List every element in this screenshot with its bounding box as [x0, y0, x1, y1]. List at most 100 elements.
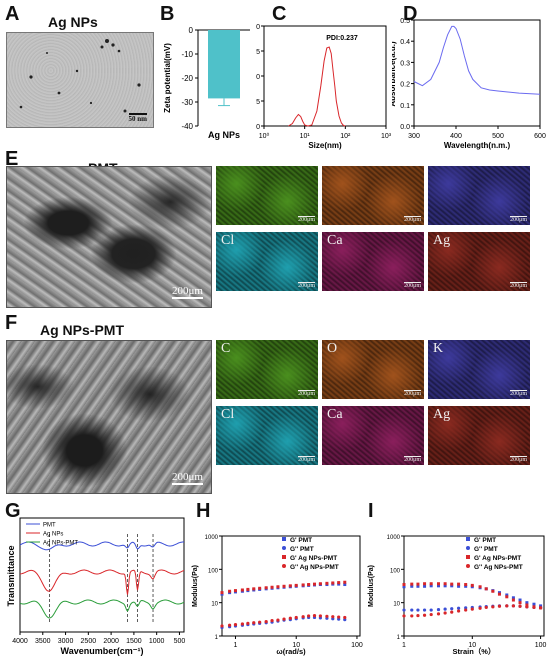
- chart-i-legend-label: G' Ag NPs-PMT: [474, 555, 521, 562]
- chart-i-legend-label: G'' Ag NPs-PMT: [474, 564, 523, 571]
- eds-scale-bar: 200μm: [298, 390, 315, 397]
- chart-g-x-tick-label: 500: [174, 638, 186, 645]
- chart-d-ticks: 300 400 500 600 0.0 0.1 0.2 0.3 0.4 0.5: [400, 18, 546, 140]
- chart-h-point: [325, 581, 329, 585]
- chart-i: 1 10 100 1 10 100 1000 G' PMT G'' PMT G' Ag NPs-P…: [368, 535, 547, 656]
- eds-scale-bar: 200μm: [404, 282, 421, 289]
- chart-i-plot: 1 10 100 1 10 100 1000 G' PMT G'' PMT G' Ag NPs-P…: [368, 535, 547, 656]
- chart-i-point: [532, 605, 536, 610]
- chart-h-legend-label: G'' PMT: [290, 546, 314, 553]
- chart-i-point: [402, 583, 406, 587]
- chart-c-x-tick-label: 10¹: [300, 133, 311, 140]
- chart-h-point: [337, 581, 341, 585]
- chart-i-y-label: Modulus(Pa): [368, 565, 375, 607]
- eds-element-label: C: [221, 341, 231, 356]
- chart-h-point: [270, 585, 274, 589]
- eds-element-label: Ag: [433, 407, 451, 422]
- chart-h-point: [343, 580, 347, 584]
- eds-scale-bar: 200μm: [510, 282, 527, 289]
- chart-i-point: [416, 582, 420, 586]
- chart-h-point: [313, 582, 317, 586]
- chart-h-point: [282, 617, 286, 621]
- chart-i-point: [402, 614, 406, 618]
- chart-h-point: [220, 592, 224, 596]
- chart-i-point: [532, 602, 536, 606]
- chart-g-x-tick-label: 1500: [126, 638, 142, 645]
- panel-label-c: C: [272, 3, 287, 25]
- chart-i-point: [416, 584, 420, 588]
- chart-i-y-tick-label: 100: [390, 568, 401, 574]
- eds-map-ca: Ca 200μm: [322, 406, 424, 465]
- chart-i-point: [450, 610, 454, 614]
- chart-i-point: [478, 606, 482, 610]
- chart-i-point: [491, 589, 495, 593]
- chart-g-frame: [19, 517, 185, 633]
- tem-particles: [19, 39, 141, 113]
- chart-g-peak-markers: [49, 534, 154, 624]
- eds-scale-bar: 200μm: [298, 216, 315, 223]
- chart-g-series-line: [19, 569, 185, 595]
- chart-h-frame: [221, 535, 361, 637]
- chart-b-y-label: Zeta potential(mV): [163, 43, 172, 113]
- chart-h-plot: 1 10 100 1 10 100 1000 G' PMT G'' PMT G' Ag NPs-P…: [192, 535, 363, 656]
- chart-h-point: [343, 615, 347, 620]
- chart-i-point: [416, 613, 420, 618]
- chart-g-series-line: [19, 541, 185, 551]
- chart-i-point: [429, 608, 433, 612]
- chart-i-legend-marker: [466, 564, 470, 568]
- chart-c-x-tick-label: 10⁰: [259, 132, 270, 140]
- sem-image-ag-nps-pmt: 200μm: [6, 340, 212, 494]
- chart-h-y-tick-label: 1: [215, 635, 219, 641]
- tem-image: 50 nm: [6, 32, 154, 128]
- chart-g-legend-label: Ag NPs: [43, 532, 63, 538]
- chart-c-frame: [263, 25, 387, 127]
- panel-label-i: I: [368, 500, 374, 522]
- chart-i-point: [410, 582, 414, 586]
- eds-map-tile-0: 200μm: [216, 166, 318, 225]
- chart-i-point: [443, 582, 447, 586]
- eds-scale-bar: 200μm: [404, 456, 421, 463]
- chart-h-point: [252, 587, 256, 591]
- chart-i-point: [402, 585, 406, 589]
- panel-label-f: F: [5, 312, 18, 334]
- chart-h-legend-label: G'' Ag NPs-PMT: [290, 564, 339, 571]
- chart-i-point: [525, 601, 529, 605]
- tem-scale-bar: 50 nm: [128, 113, 147, 123]
- chart-i-point: [464, 584, 468, 588]
- chart-h-point: [282, 584, 286, 588]
- chart-c-y-tick-label: 15: [256, 49, 260, 56]
- chart-d-y-label: Absorbance(a.u.): [392, 41, 397, 107]
- chart-d-y-tick-label: 0.5: [400, 18, 410, 25]
- chart-i-point: [402, 608, 406, 612]
- chart-i-legend-label: G'' PMT: [474, 546, 498, 553]
- chart-i-legend-marker: [466, 555, 470, 559]
- chart-i-point: [456, 609, 461, 613]
- chart-i-y-tick-label: 1: [397, 635, 401, 641]
- eds-map-cl: Cl 200μm: [216, 406, 318, 465]
- chart-i-point: [410, 614, 414, 618]
- chart-h-x-label: ω(rad/s): [276, 647, 306, 656]
- chart-c-annotation: PDI:0.237: [326, 35, 358, 42]
- chart-h-point: [270, 618, 274, 623]
- chart-h-point: [331, 581, 335, 585]
- chart-d: 300 400 500 600 0.0 0.1 0.2 0.3 0.4 0.5 Wavelengt…: [392, 18, 546, 150]
- chart-b-error-bar: [218, 98, 230, 107]
- chart-i-point: [456, 606, 461, 610]
- chart-i-point: [416, 608, 420, 612]
- chart-g-legend-label: Ag NPs-PMT: [43, 541, 78, 547]
- eds-scale-bar: 200μm: [298, 456, 315, 463]
- chart-h-point: [240, 622, 244, 626]
- chart-i-point: [525, 603, 529, 607]
- chart-h-point: [331, 615, 335, 619]
- chart-i-point: [525, 605, 529, 609]
- chart-g: 4000 3500 3000 2500 2000 1500 1000 500 PMT Ag NP…: [6, 517, 186, 656]
- chart-i-point: [539, 604, 543, 608]
- chart-h-point: [301, 615, 305, 619]
- chart-b-y-tick-label: -40: [181, 122, 193, 131]
- chart-h-point: [307, 583, 311, 587]
- chart-h-legend-marker: [282, 564, 286, 568]
- chart-i-point: [436, 612, 441, 616]
- chart-i-point: [464, 606, 468, 610]
- panel-label-g: G: [5, 500, 21, 522]
- chart-h-point: [276, 618, 280, 622]
